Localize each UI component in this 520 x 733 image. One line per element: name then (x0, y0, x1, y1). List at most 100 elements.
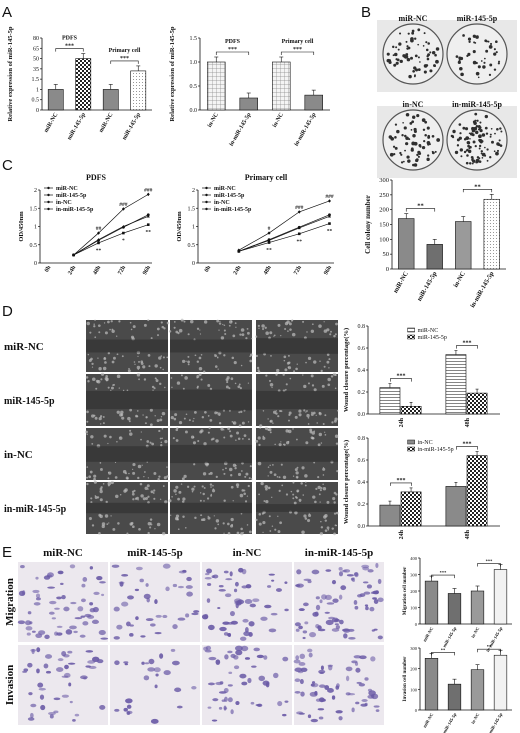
cell (375, 709, 380, 712)
cell-speck (209, 483, 213, 486)
colony (472, 140, 476, 144)
colony (394, 52, 398, 57)
cell-speck (176, 427, 179, 430)
cell-speck (86, 420, 89, 423)
cell-speck (238, 424, 242, 428)
cell-speck (327, 377, 331, 382)
cell-speck (177, 497, 180, 501)
cell (60, 582, 64, 585)
cell-speck (265, 487, 268, 491)
cell-speck (222, 468, 224, 471)
cell-speck (280, 334, 282, 337)
cell (69, 700, 73, 704)
sig-star: * (122, 238, 125, 244)
cell (36, 647, 41, 653)
colony (389, 152, 394, 157)
cell (265, 681, 270, 688)
cell-speck (259, 427, 261, 429)
cell-speck (203, 487, 206, 489)
colony (489, 156, 492, 159)
colony (427, 143, 430, 146)
colony (468, 40, 471, 43)
cell (263, 655, 268, 660)
colony (431, 151, 435, 155)
column-label: in-NC (233, 547, 262, 559)
cell (47, 572, 54, 578)
cell-speck (94, 495, 98, 499)
cell-speck (269, 431, 272, 434)
cell (299, 653, 306, 660)
cell-speck (203, 442, 207, 446)
cell-speck (102, 366, 107, 371)
colony (474, 41, 477, 44)
colony (462, 34, 465, 37)
cell (233, 588, 238, 593)
cell-speck (170, 377, 173, 379)
cell-speck (122, 470, 127, 474)
cell-speck (209, 419, 213, 422)
sig-label: *** (440, 570, 448, 575)
legend-label: in-miR-145-5p (418, 447, 454, 453)
cell-speck (91, 366, 94, 368)
cell-speck (131, 525, 135, 529)
cell (241, 681, 248, 686)
cell-speck (308, 513, 312, 518)
cell (30, 712, 34, 719)
cell (314, 690, 318, 696)
cell-speck (222, 522, 225, 525)
cell (47, 586, 56, 589)
bar (47, 89, 64, 111)
cell-speck (205, 463, 209, 467)
cell (217, 607, 221, 610)
cell (284, 581, 288, 584)
cell-speck (268, 515, 271, 518)
cell-speck (183, 417, 186, 420)
wound-image (170, 373, 252, 428)
cell-speck (160, 321, 163, 324)
cell-speck (136, 496, 139, 500)
colony (434, 150, 437, 153)
cell-speck (288, 411, 292, 415)
column-label: in-miR-145-5p (305, 547, 373, 559)
cell (146, 597, 150, 603)
cell-speck (271, 386, 273, 389)
cell-speck (219, 414, 221, 416)
cell-speck (143, 471, 146, 473)
cell-speck (101, 522, 106, 526)
cell (365, 606, 369, 611)
cell (308, 652, 313, 658)
cell-speck (269, 470, 273, 474)
cell-speck (249, 530, 252, 534)
cell (55, 667, 64, 672)
y-tick-label: 0.0 (358, 524, 366, 530)
cell-speck (298, 413, 302, 417)
legend-marker (47, 193, 50, 197)
cell (39, 694, 45, 700)
cell-speck (261, 324, 265, 328)
cell-speck (214, 354, 217, 358)
cell-speck (247, 484, 250, 488)
cell-speck (137, 499, 139, 501)
cell-speck (218, 422, 222, 425)
cell (218, 585, 224, 588)
cell-speck (237, 385, 241, 389)
cell-speck (161, 437, 163, 440)
cell-speck (175, 428, 179, 432)
cell-speck (265, 331, 269, 335)
cell-speck (233, 422, 235, 425)
cell-speck (264, 485, 269, 489)
column-label: miR-145-5p (127, 547, 183, 559)
cell (204, 613, 209, 619)
cell-speck (287, 366, 292, 370)
cell-speck (230, 517, 234, 522)
cell (271, 579, 275, 582)
cell (302, 630, 308, 634)
bar (426, 244, 443, 270)
colony (434, 53, 437, 57)
cell (150, 718, 159, 724)
y-tick-label: 1.5 (188, 206, 196, 212)
x-tick-label: miR-NC (43, 112, 59, 134)
cell-speck (94, 495, 97, 497)
cell-speck (203, 320, 208, 324)
